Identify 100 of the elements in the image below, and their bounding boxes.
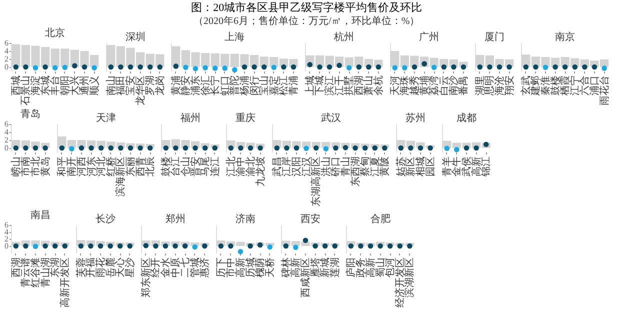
x-tick-label: 锦江 xyxy=(480,156,492,178)
x-tick-label: 天河 xyxy=(388,76,401,96)
y-tick-label: 4 xyxy=(4,228,8,236)
x-tick-label: 番禺 xyxy=(458,76,470,96)
x-tick-label: 余杭 xyxy=(372,76,384,96)
x-tick-label: 金水 xyxy=(160,258,172,278)
chart-title: 杭州 xyxy=(333,31,354,43)
x-tick-label: 河北 xyxy=(95,156,108,176)
text: 图：20城市各区县甲乙级写字楼平均售价及环比 xyxy=(191,1,422,14)
chart-title: 长沙 xyxy=(95,213,116,225)
x-tick-label: 嘉定 xyxy=(268,76,280,96)
y-tick-label: 2 xyxy=(4,234,8,244)
x-tick-label: 红谷滩 xyxy=(30,258,42,288)
y-tick-label: 0 xyxy=(4,144,8,152)
x-tick-label: 翔安 xyxy=(503,76,516,96)
x-tick-label: 北辰 xyxy=(144,156,156,176)
x-tick-label: 黄陂 xyxy=(378,156,391,176)
x-tick-label: 河东 xyxy=(85,156,98,176)
x-tick-label: 青山湖 xyxy=(39,258,52,288)
chart-title: 济南 xyxy=(235,213,256,225)
x-tick-label: 包河 xyxy=(384,258,396,278)
point xyxy=(218,243,224,249)
y-tick-label: 2 xyxy=(4,54,8,64)
chart-title: 南昌 xyxy=(30,209,50,221)
x-tick-label: 岳麓 xyxy=(104,258,116,278)
x-tick-label: 相城 xyxy=(414,156,426,176)
chart-title: 西安 xyxy=(300,213,320,225)
x-tick-label: 管城 xyxy=(188,258,201,278)
x-tick-label: 思明 xyxy=(484,76,496,96)
x-tick-label: 雨花 xyxy=(94,258,106,278)
x-tick-label: 杨浦 xyxy=(238,76,250,96)
x-tick-label: 滨江 xyxy=(324,76,336,96)
x-tick-label: 洪山 xyxy=(320,156,332,176)
x-tick-label: 东西湖 xyxy=(349,156,362,186)
point xyxy=(248,243,253,249)
x-tick-label: 天桥 xyxy=(264,258,276,278)
x-tick-label: 黄埔 xyxy=(418,76,430,96)
chart-title: 北京 xyxy=(45,27,66,39)
chart-title: 上海 xyxy=(224,31,245,43)
x-tick-label: 仓山 xyxy=(180,156,192,176)
x-tick-label: 青浦 xyxy=(288,76,300,96)
x-tick-label: 黄岛 xyxy=(39,156,52,176)
x-tick-label: 南山 xyxy=(104,76,117,96)
x-tick-label: 中原 xyxy=(169,258,182,278)
y-tick-label: 2 xyxy=(4,136,8,144)
chart-title: 厦门 xyxy=(484,31,505,43)
x-tick-label: 莲湖 xyxy=(328,258,341,278)
x-tick-label: 江北 xyxy=(224,156,237,176)
x-tick-label: 越秀 xyxy=(408,76,420,96)
x-tick-label: 海沧 xyxy=(494,76,506,96)
x-tick-label: 西湖 xyxy=(10,258,22,278)
x-tick-label: 庐阳 xyxy=(344,258,357,278)
x-tick-label: 芙蓉 xyxy=(74,258,87,278)
x-tick-label: 龙华区 xyxy=(134,76,146,106)
x-tick-label: 和平 xyxy=(56,156,68,176)
x-tick-label: 市北 xyxy=(30,156,42,176)
x-tick-label: 郑东新区 xyxy=(140,258,152,298)
x-tick-label: 蔡甸 xyxy=(359,156,372,176)
chart-title: 天津 xyxy=(96,112,116,124)
x-tick-label: 海淀 xyxy=(30,76,42,96)
chart-title: 武汉 xyxy=(320,112,341,124)
chart-title: 苏州 xyxy=(406,112,426,124)
x-tick-label: 经开 xyxy=(150,258,162,278)
x-tick-label: 东丽 xyxy=(124,156,136,176)
x-tick-label: 拱墅 xyxy=(343,76,356,96)
chart-title: 合肥 xyxy=(370,213,390,225)
x-tick-label: 历下 xyxy=(216,258,227,278)
x-tick-label: 南开 xyxy=(66,156,78,176)
x-tick-label: 渝北 xyxy=(244,156,256,176)
y-tick-label: 6 xyxy=(4,38,8,48)
x-tick-label: 湖里 xyxy=(474,76,486,96)
chart-title: 成都 xyxy=(456,112,476,124)
x-tick-label: 长宁 xyxy=(209,76,222,96)
x-tick-label: 江宁 xyxy=(568,76,581,96)
x-tick-label: 九龙坡 xyxy=(254,156,266,186)
x-tick-label: 顺义 xyxy=(88,76,100,96)
y-tick-label: 4 xyxy=(4,128,8,136)
chart-title: 广州 xyxy=(419,31,440,43)
text: （2020年6月；售价单位：万元/㎡，环比单位：%） xyxy=(194,15,420,27)
y-tick-label: 6 xyxy=(4,120,8,128)
x-tick-label: 玄武 xyxy=(520,76,532,96)
x-tick-label: 青云谱 xyxy=(20,258,32,288)
x-tick-label: 雁塔 xyxy=(309,258,322,278)
x-tick-label: 雨花台 xyxy=(598,76,610,106)
chart-title: 深圳 xyxy=(125,31,146,43)
x-tick-label: 通州 xyxy=(78,76,90,96)
x-tick-label: 姑苏 xyxy=(394,156,407,176)
x-tick-label: 武侯 xyxy=(460,156,472,176)
x-tick-label: 武昌 xyxy=(270,156,283,176)
x-tick-label: 浦东 xyxy=(190,76,202,96)
x-tick-label: 高新 xyxy=(234,258,246,278)
x-tick-label: 龙岗 xyxy=(154,76,166,96)
point xyxy=(238,248,244,254)
x-tick-label: 鼓楼 xyxy=(549,76,562,96)
x-tick-label: 蜀山 xyxy=(374,258,386,278)
y-tick-label: 0 xyxy=(4,62,8,72)
x-tick-label: 马尾 xyxy=(200,156,212,176)
x-tick-label: 东城 xyxy=(39,76,52,96)
x-tick-label: 青山 xyxy=(340,156,352,176)
x-tick-label: 鼓楼 xyxy=(160,156,172,176)
